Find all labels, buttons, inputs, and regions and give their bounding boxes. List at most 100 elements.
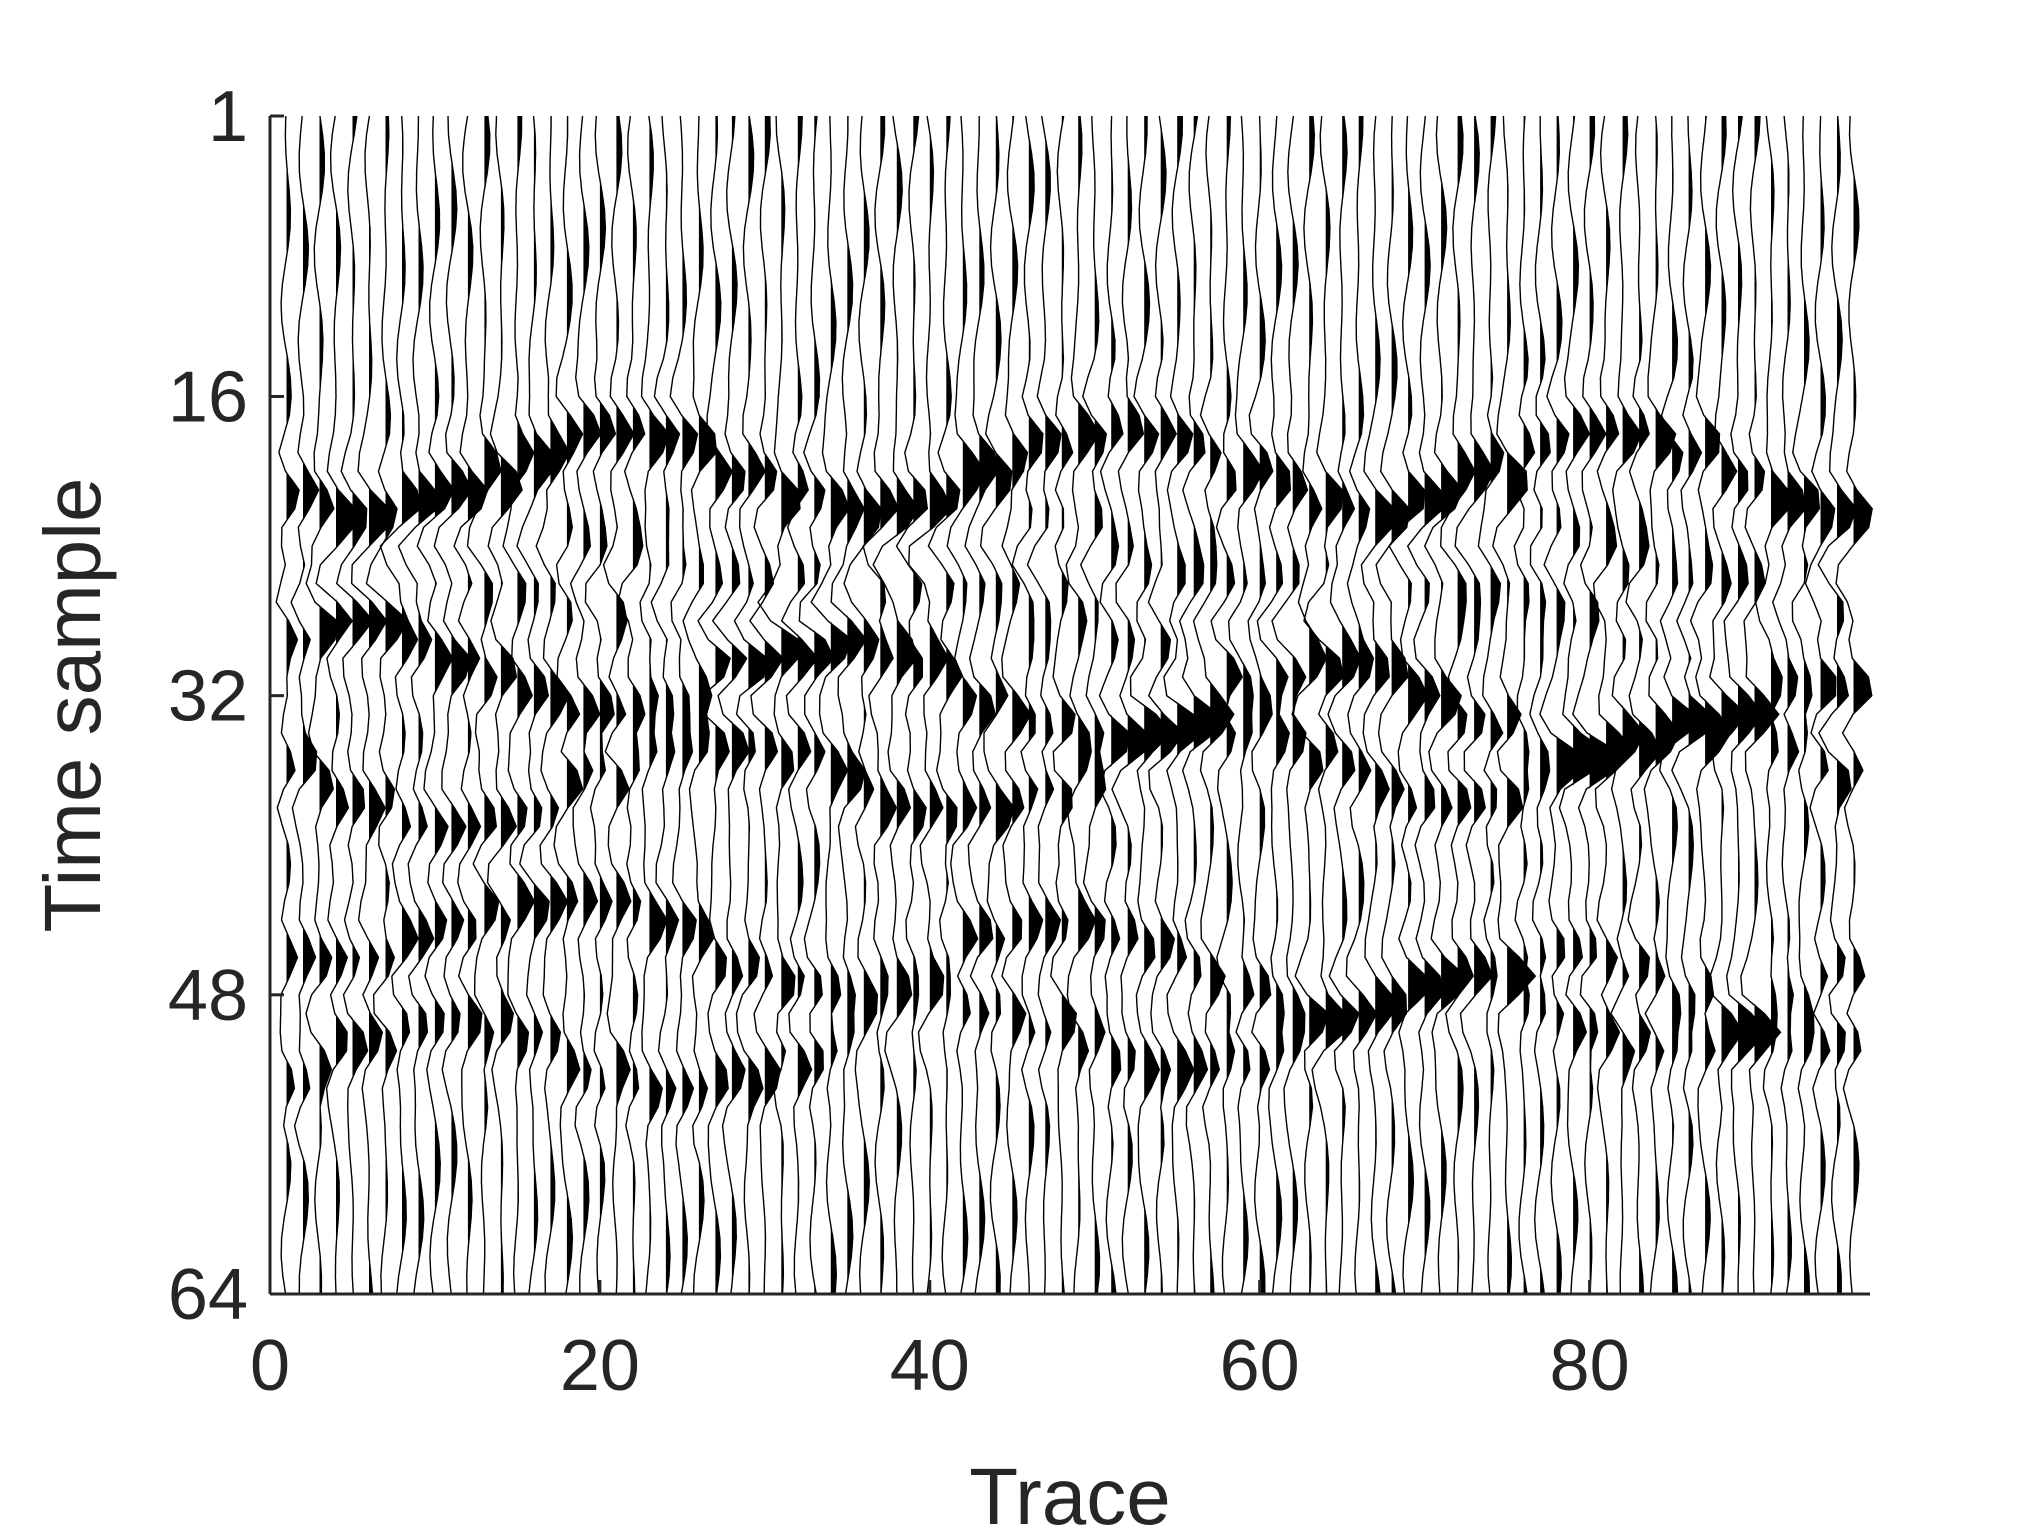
trace-line-53	[1129, 116, 1173, 1295]
trace-fill-37	[880, 116, 899, 1294]
trace-line-66	[1345, 116, 1378, 1295]
x-tick-label: 80	[1550, 1326, 1630, 1406]
trace-line-14	[486, 115, 523, 1294]
trace-line-94	[1804, 115, 1837, 1295]
trace-line-64	[1303, 115, 1346, 1294]
trace-line-40	[908, 115, 953, 1295]
trace-line-31	[757, 115, 801, 1295]
trace-fill-21	[616, 116, 634, 1294]
trace-fill-12	[467, 116, 488, 1294]
trace-line-19	[569, 115, 602, 1294]
trace-line-80	[1572, 116, 1618, 1295]
trace-fill-94	[1820, 116, 1836, 1294]
trace-fill-67	[1375, 116, 1395, 1294]
trace-line-51	[1098, 115, 1131, 1295]
trace-line-2	[290, 115, 320, 1294]
trace-line-72	[1439, 115, 1476, 1295]
trace-line-34	[810, 116, 853, 1295]
trace-line-59	[1227, 115, 1265, 1295]
trace-line-4	[315, 115, 357, 1295]
trace-line-16	[516, 115, 553, 1295]
trace-fill-39	[913, 116, 928, 1294]
trace-fill-88	[1721, 116, 1747, 1294]
trace-line-56	[1178, 115, 1219, 1295]
trace-fill-61	[1276, 116, 1291, 1294]
trace-fill-26	[698, 116, 717, 1294]
trace-fill-16	[533, 116, 553, 1294]
trace-line-37	[862, 116, 900, 1295]
trace-fill-20	[599, 116, 616, 1294]
trace-fill-25	[682, 116, 698, 1294]
trace-line-7	[365, 115, 410, 1295]
trace-line-48	[1050, 115, 1078, 1295]
trace-line-6	[350, 115, 390, 1295]
trace-line-84	[1643, 115, 1681, 1295]
trace-line-45	[1001, 115, 1032, 1295]
trace-line-83	[1625, 115, 1662, 1295]
trace-line-24	[650, 115, 681, 1295]
trace-fill-40	[929, 116, 952, 1294]
trace-fill-62	[1292, 116, 1308, 1294]
trace-line-5	[335, 115, 374, 1295]
trace-fill-75	[1507, 116, 1536, 1294]
trace-line-42	[946, 115, 986, 1295]
trace-line-29	[733, 115, 768, 1294]
trace-line-81	[1592, 115, 1635, 1295]
trace-line-21	[602, 115, 635, 1295]
trace-fill-23	[649, 116, 669, 1294]
trace-line-93	[1791, 115, 1821, 1295]
trace-line-70	[1406, 115, 1445, 1295]
trace-fill-43	[979, 116, 998, 1294]
trace-line-85	[1658, 116, 1696, 1295]
trace-line-32	[780, 115, 819, 1295]
trace-line-26	[682, 116, 718, 1295]
trace-line-92	[1771, 115, 1807, 1295]
trace-fill-22	[632, 116, 645, 1294]
trace-fill-17	[550, 116, 570, 1294]
trace-line-11	[433, 115, 473, 1295]
trace-line-67	[1360, 115, 1395, 1295]
trace-line-15	[502, 116, 536, 1295]
trace-fill-68	[1391, 116, 1410, 1294]
trace-line-65	[1327, 115, 1362, 1295]
trace-line-9	[397, 116, 438, 1295]
trace-line-38	[872, 115, 920, 1294]
trace-fill-89	[1738, 116, 1767, 1294]
trace-line-10	[416, 115, 455, 1295]
y-tick-label: 16	[168, 357, 248, 437]
trace-line-13	[466, 115, 502, 1295]
y-tick-label: 64	[168, 1255, 248, 1335]
trace-line-95	[1817, 115, 1858, 1294]
trace-line-47	[1026, 115, 1062, 1295]
trace-fill-60	[1259, 116, 1273, 1294]
trace-fill-49	[1078, 116, 1100, 1294]
traces-group	[275, 115, 1873, 1295]
trace-line-43	[964, 116, 999, 1295]
trace-line-61	[1256, 115, 1292, 1295]
trace-line-41	[927, 115, 963, 1295]
trace-fill-69	[1408, 116, 1428, 1294]
trace-fill-35	[847, 116, 867, 1294]
trace-line-68	[1375, 115, 1411, 1295]
x-tick-label: 20	[560, 1326, 640, 1406]
trace-fill-44	[995, 116, 1014, 1294]
y-tick-label: 1	[208, 77, 248, 157]
trace-fill-96	[1853, 116, 1873, 1294]
trace-line-52	[1111, 115, 1148, 1295]
trace-line-88	[1709, 116, 1748, 1295]
y-tick-label: 32	[168, 657, 248, 737]
trace-fill-76	[1523, 116, 1535, 1294]
trace-line-1	[275, 115, 300, 1295]
trace-fill-85	[1672, 116, 1695, 1294]
x-tick-label: 0	[250, 1326, 290, 1406]
x-tick-label: 40	[890, 1326, 970, 1406]
trace-fill-52	[1127, 116, 1147, 1294]
trace-line-91	[1754, 115, 1790, 1295]
trace-line-36	[843, 115, 882, 1295]
trace-line-77	[1529, 116, 1551, 1295]
trace-fill-59	[1243, 116, 1264, 1294]
trace-line-54	[1147, 115, 1185, 1295]
trace-line-69	[1388, 115, 1429, 1295]
x-axis-title: Trace	[969, 1452, 1171, 1531]
